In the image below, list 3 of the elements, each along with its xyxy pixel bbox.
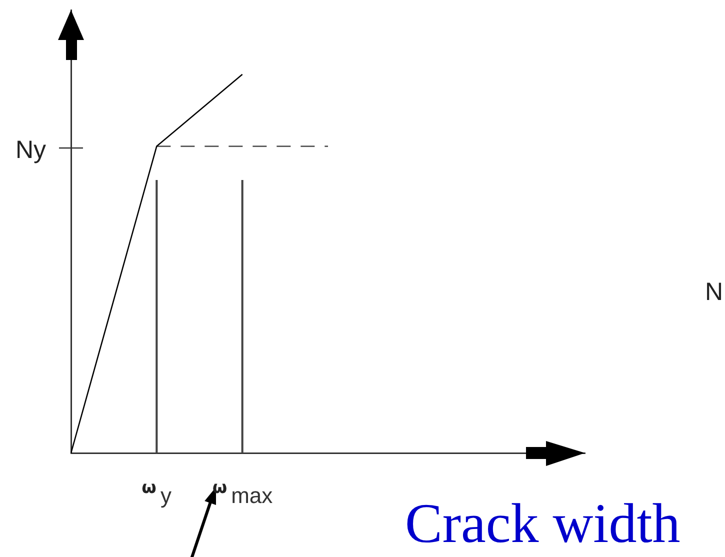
text: Ny	[15, 136, 46, 164]
x-axis-title: Crack width	[405, 493, 680, 555]
text: N	[705, 278, 724, 306]
